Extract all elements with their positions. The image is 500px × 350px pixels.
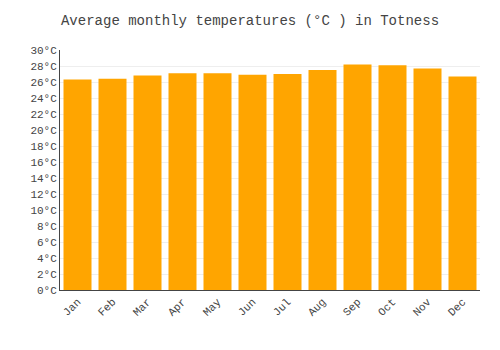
svg-text:20°C: 20°C (30, 125, 57, 137)
svg-text:24°C: 24°C (30, 93, 57, 105)
svg-text:22°C: 22°C (30, 109, 57, 121)
svg-text:Dec: Dec (446, 296, 468, 318)
svg-text:Sep: Sep (341, 296, 363, 318)
svg-text:Feb: Feb (96, 296, 118, 318)
svg-text:18°C: 18°C (30, 141, 57, 153)
svg-text:28°C: 28°C (30, 61, 57, 73)
svg-text:Mar: Mar (131, 296, 153, 318)
svg-text:Oct: Oct (376, 296, 398, 318)
svg-text:14°C: 14°C (30, 173, 57, 185)
svg-text:May: May (201, 296, 224, 319)
svg-text:Jun: Jun (236, 296, 258, 318)
svg-text:6°C: 6°C (37, 237, 57, 249)
svg-text:Jan: Jan (61, 296, 83, 318)
svg-text:26°C: 26°C (30, 77, 57, 89)
svg-text:16°C: 16°C (30, 157, 57, 169)
svg-text:Average monthly temperatures (: Average monthly temperatures (°C ) in To… (61, 13, 439, 29)
svg-text:12°C: 12°C (30, 189, 57, 201)
svg-text:Apr: Apr (166, 296, 188, 318)
svg-text:10°C: 10°C (30, 205, 57, 217)
svg-text:Aug: Aug (306, 296, 328, 318)
svg-text:Jul: Jul (271, 296, 293, 318)
svg-text:0°C: 0°C (37, 285, 57, 297)
svg-text:4°C: 4°C (37, 253, 57, 265)
svg-text:30°C: 30°C (30, 45, 57, 57)
svg-text:2°C: 2°C (37, 269, 57, 281)
svg-text:8°C: 8°C (37, 221, 57, 233)
svg-text:Nov: Nov (411, 296, 434, 319)
